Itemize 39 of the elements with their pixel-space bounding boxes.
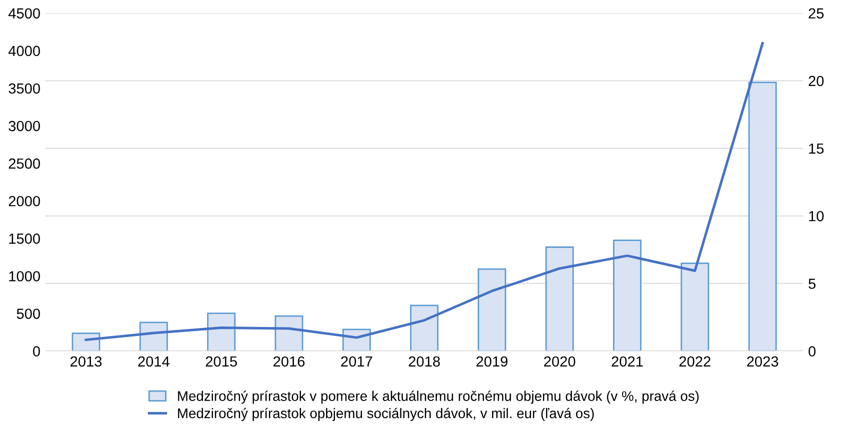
x-tick-label: 2022 <box>679 356 710 367</box>
x-tick-label: 2019 <box>476 356 508 367</box>
y-tick-label: 500 <box>16 308 40 319</box>
line-series <box>84 42 764 342</box>
y-tick-label: 0 <box>33 346 40 356</box>
y2-tick-label: 10 <box>809 211 824 222</box>
bar <box>478 268 506 352</box>
x-tick-label: 2013 <box>70 356 102 367</box>
x-tick-label: 2018 <box>408 356 440 367</box>
y2-tick-label: 15 <box>809 144 824 154</box>
y-tick-label: 3000 <box>8 120 40 132</box>
y-tick-label: 1000 <box>9 271 40 282</box>
bar <box>207 312 236 352</box>
y-tick-label: 2500 <box>8 158 40 169</box>
bar <box>139 322 168 352</box>
x-tick-label: 2021 <box>612 356 643 367</box>
y2-tick-label: 20 <box>808 76 824 86</box>
y2-tick-label: 5 <box>808 278 816 289</box>
y-tick-label: 3500 <box>8 83 40 94</box>
bar <box>748 82 777 352</box>
bar <box>545 246 574 352</box>
x-tick-label: 2016 <box>273 356 305 367</box>
y-tick-label: 4500 <box>8 8 40 19</box>
legend-label: Medziročný prírastok opbjemu sociálnych dávok, v mil. eur (ľavá os) <box>178 408 594 421</box>
bar <box>613 240 642 352</box>
y-tick-label: 1500 <box>9 234 40 244</box>
bar <box>680 262 710 352</box>
y-tick-label: 2000 <box>8 196 40 206</box>
x-tick-label: 2023 <box>747 356 778 367</box>
y-tick-label: 4000 <box>8 46 40 56</box>
x-tick-label: 2020 <box>544 356 576 367</box>
bar <box>410 304 439 352</box>
x-tick-label: 2015 <box>206 356 237 367</box>
x-tick-label: 2017 <box>341 356 372 367</box>
x-tick-label: 2014 <box>138 356 170 367</box>
bar <box>274 315 304 352</box>
legend-label: Medziročný prírastok v pomere k aktuálnemu ročnému objemu dávok (v %, pravá os) <box>178 390 699 404</box>
y2-tick-label: 25 <box>808 8 824 19</box>
y2-tick-label: 0 <box>808 346 816 356</box>
